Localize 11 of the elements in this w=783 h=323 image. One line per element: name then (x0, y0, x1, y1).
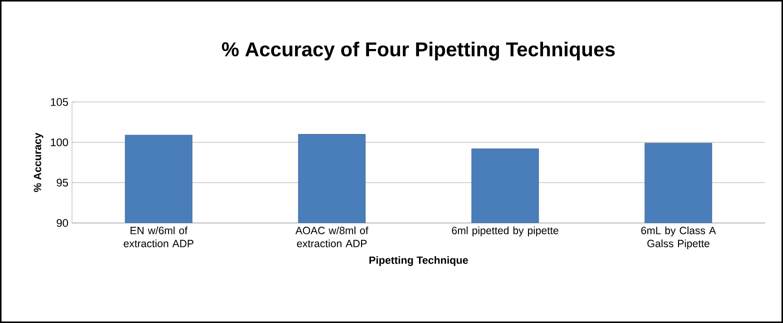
x-axis-title: Pipetting Technique (369, 256, 468, 266)
y-tick-label: 95 (56, 178, 68, 187)
x-tick-label: 6mL by Class A Galss Pipette (641, 226, 716, 250)
x-tick-label: 6ml pipetted by pipette (452, 226, 558, 236)
x-tick-label: AOAC w/8ml of extraction ADP (295, 226, 368, 248)
y-tick-label: 105 (50, 98, 68, 106)
y-tick-label: 100 (50, 138, 68, 146)
y-axis-title: % Accuracy (34, 132, 44, 192)
x-tick-label: EN w/6ml of extraction ADP (124, 226, 194, 248)
y-tick-label: 90 (56, 219, 68, 227)
chart-title: % Accuracy of Four Pipetting Techniques (222, 42, 615, 60)
